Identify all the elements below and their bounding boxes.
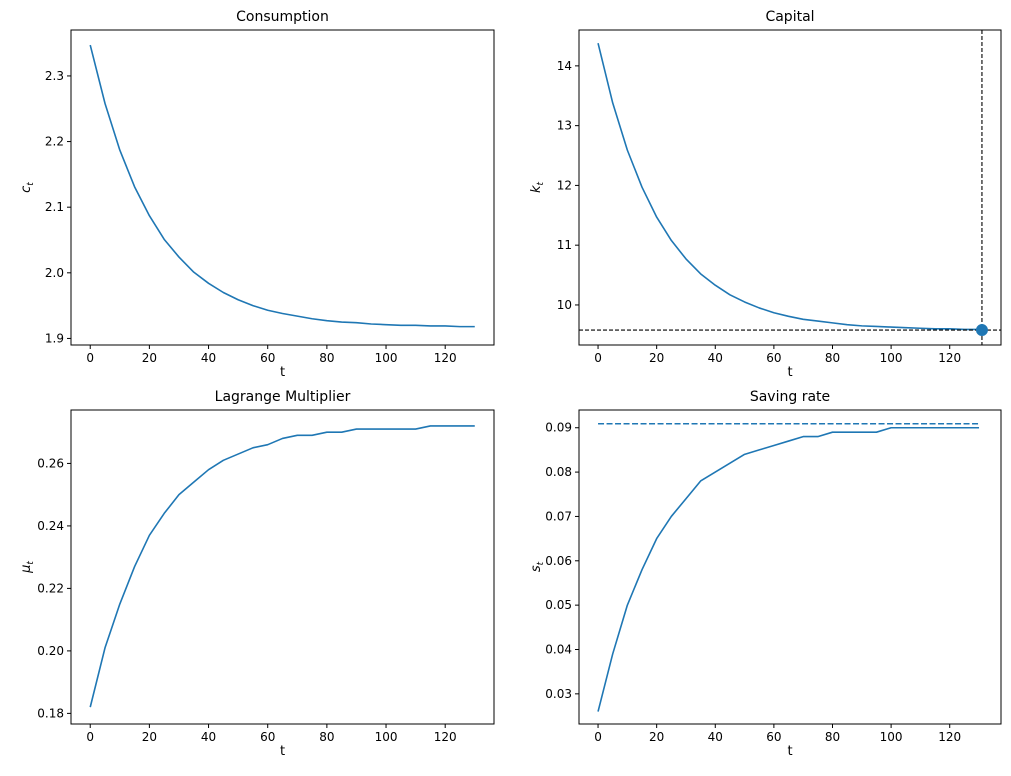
axes-frame bbox=[70, 29, 495, 346]
y-tick-label: 2.0 bbox=[45, 266, 64, 280]
y-tick-label: 0.09 bbox=[545, 421, 572, 435]
x-tick-label: 0 bbox=[86, 730, 94, 744]
x-tick-label: 0 bbox=[594, 351, 602, 365]
x-tick-label: 60 bbox=[260, 351, 275, 365]
axes-frame bbox=[578, 409, 1002, 725]
subplot-title: Lagrange Multiplier bbox=[215, 389, 351, 405]
y-tick-label: 12 bbox=[557, 178, 572, 192]
plot-area bbox=[597, 422, 980, 712]
plot-area bbox=[89, 425, 475, 708]
y-label-base: μ bbox=[19, 565, 34, 574]
subplot-title: Consumption bbox=[236, 9, 329, 25]
x-tick-label: 40 bbox=[201, 730, 216, 744]
x-axis-label: t bbox=[280, 365, 285, 380]
y-tick-label: 11 bbox=[557, 238, 572, 252]
x-tick-label: 80 bbox=[319, 351, 334, 365]
y-tick-label: 0.03 bbox=[545, 687, 572, 701]
axes-frame bbox=[578, 29, 1002, 346]
x-tick-label: 120 bbox=[434, 351, 457, 365]
y-tick-label: 10 bbox=[557, 298, 572, 312]
y-axis-label: ct bbox=[19, 182, 36, 193]
plot-area bbox=[89, 44, 475, 328]
x-tick-label: 60 bbox=[766, 351, 781, 365]
y-tick-label: 2.3 bbox=[45, 69, 64, 83]
x-tick-label: 120 bbox=[938, 351, 961, 365]
y-axis-label: st bbox=[529, 561, 546, 572]
plot-area bbox=[579, 30, 1001, 345]
x-tick-label: 80 bbox=[825, 351, 840, 365]
y-label-base: k bbox=[529, 185, 544, 193]
subplot-title: Saving rate bbox=[750, 389, 830, 405]
x-axis-label: t bbox=[787, 744, 792, 759]
y-tick-label: 0.22 bbox=[37, 581, 64, 595]
x-tick-label: 100 bbox=[880, 730, 903, 744]
x-axis-label: t bbox=[280, 744, 285, 759]
y-label-base: s bbox=[529, 565, 544, 572]
x-tick-label: 0 bbox=[86, 351, 94, 365]
x-tick-label: 40 bbox=[708, 351, 723, 365]
steady-state-marker bbox=[975, 324, 988, 337]
subplot-title: Capital bbox=[765, 9, 814, 25]
y-tick-label: 0.05 bbox=[545, 598, 572, 612]
x-tick-label: 20 bbox=[142, 730, 157, 744]
y-tick-label: 0.26 bbox=[37, 456, 64, 470]
subplot-3: 0 20 40 60 80 100 120 0.18 0.20 0.22 0.24 0.26 Lagra… bbox=[19, 389, 495, 759]
y-label-subscript: t bbox=[536, 182, 546, 186]
y-tick-label: 2.2 bbox=[45, 135, 64, 149]
subplot-4: 0 20 40 60 80 100 120 0.03 0.04 0.05 0.06 0.07 0.08 0… bbox=[529, 389, 1002, 759]
x-tick-label: 60 bbox=[260, 730, 275, 744]
y-tick-label: 0.07 bbox=[545, 509, 572, 523]
axes-frame bbox=[70, 409, 495, 725]
x-tick-label: 120 bbox=[434, 730, 457, 744]
x-tick-label: 60 bbox=[766, 730, 781, 744]
y-tick-label: 14 bbox=[557, 59, 572, 73]
y-tick-label: 0.18 bbox=[37, 706, 64, 720]
series-line bbox=[89, 44, 475, 328]
y-tick-label: 13 bbox=[557, 119, 572, 133]
y-label-base: c bbox=[19, 186, 34, 193]
x-tick-label: 80 bbox=[825, 730, 840, 744]
x-tick-label: 80 bbox=[319, 730, 334, 744]
series-line bbox=[597, 42, 980, 331]
x-tick-label: 0 bbox=[594, 730, 602, 744]
series-line bbox=[597, 426, 980, 712]
x-tick-label: 40 bbox=[708, 730, 723, 744]
subplot-1: 0 20 40 60 80 100 120 1.9 2.0 2.1 2.2 2.3 Consumptio… bbox=[19, 9, 495, 380]
y-tick-label: 0.24 bbox=[37, 519, 64, 533]
x-tick-label: 40 bbox=[201, 351, 216, 365]
x-tick-label: 20 bbox=[142, 351, 157, 365]
x-tick-label: 20 bbox=[649, 730, 664, 744]
y-tick-label: 0.06 bbox=[545, 554, 572, 568]
x-tick-label: 120 bbox=[938, 730, 961, 744]
series-line bbox=[89, 425, 475, 708]
y-tick-label: 0.04 bbox=[545, 642, 572, 656]
y-label-subscript: t bbox=[26, 561, 36, 565]
x-tick-label: 100 bbox=[375, 351, 398, 365]
x-tick-label: 100 bbox=[880, 351, 903, 365]
y-tick-label: 2.1 bbox=[45, 200, 64, 214]
y-tick-label: 0.20 bbox=[37, 644, 64, 658]
y-axis-label: kt bbox=[529, 182, 546, 194]
x-axis-label: t bbox=[787, 365, 792, 380]
y-label-subscript: t bbox=[26, 182, 36, 186]
y-axis-label: μt bbox=[19, 561, 36, 574]
x-tick-label: 100 bbox=[375, 730, 398, 744]
y-label-subscript: t bbox=[536, 561, 546, 565]
y-tick-label: 0.08 bbox=[545, 465, 572, 479]
x-tick-label: 20 bbox=[649, 351, 664, 365]
y-tick-label: 1.9 bbox=[45, 331, 64, 345]
